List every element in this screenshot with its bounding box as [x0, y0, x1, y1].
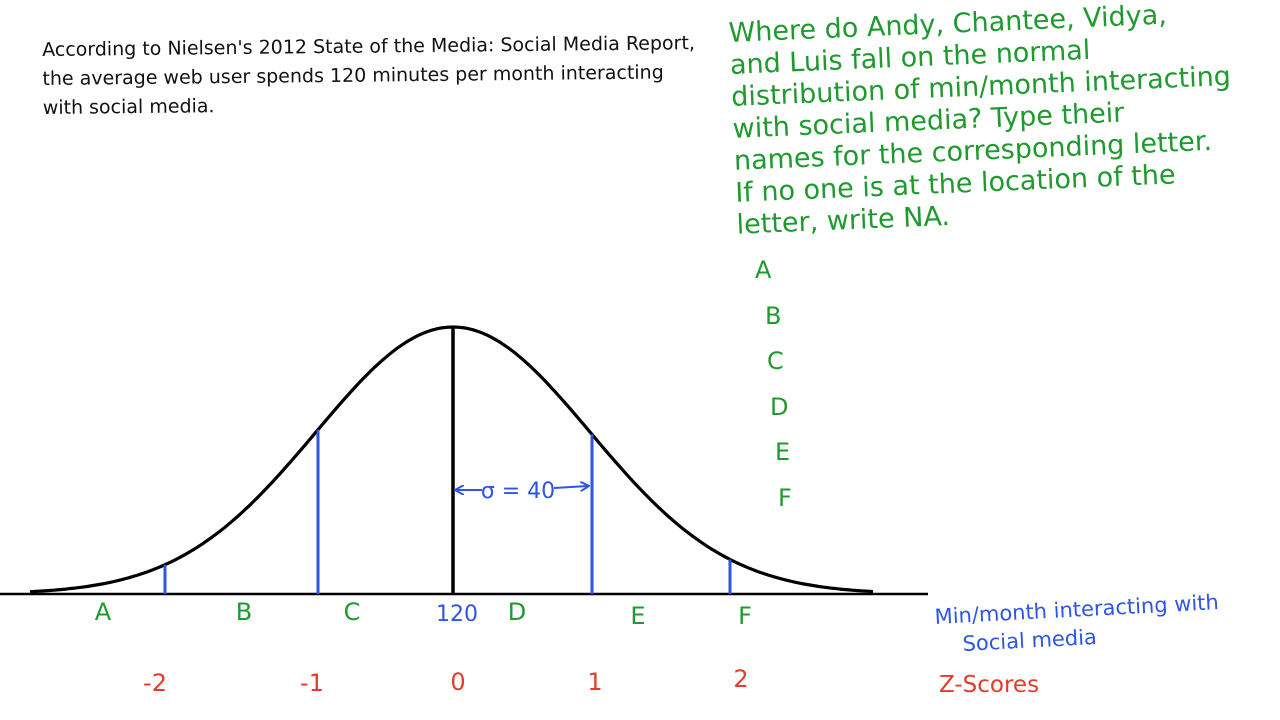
zscores-title: Z-Scores: [939, 672, 1039, 698]
zscore-minus-2: -2: [143, 669, 167, 697]
zscore-1: 1: [587, 668, 602, 696]
answer-letter-list: A B C D E F: [755, 256, 815, 529]
region-letter-a: A: [95, 598, 112, 626]
zscore-2: 2: [733, 665, 748, 693]
axis-label-line-1: Min/month interacting with: [934, 590, 1219, 629]
answer-row-b: B: [755, 302, 815, 348]
answer-letter-e: E: [775, 438, 791, 466]
answer-letter-b: B: [765, 301, 782, 330]
mean-label: 120: [436, 602, 478, 627]
answer-letter-c: C: [767, 347, 784, 375]
zscore-0: 0: [450, 668, 465, 696]
region-letter-f: F: [738, 602, 752, 630]
answer-row-d: D: [755, 393, 815, 439]
axis-label-line-2: Social media: [962, 625, 1097, 656]
region-letter-d: D: [508, 598, 526, 626]
region-letter-c: C: [344, 598, 361, 626]
region-letter-e: E: [630, 602, 645, 630]
answer-row-e: E: [755, 438, 815, 484]
answer-row-a: A: [755, 256, 815, 302]
sigma-label: σ = 40: [481, 479, 555, 504]
sigma-arrow-right: [553, 486, 588, 488]
answer-row-f: F: [755, 484, 815, 530]
answer-row-c: C: [755, 347, 815, 393]
answer-letter-a: A: [755, 256, 772, 284]
zscore-minus-1: -1: [300, 669, 324, 697]
answer-letter-f: F: [778, 483, 792, 512]
region-letter-b: B: [236, 598, 252, 626]
answer-letter-d: D: [770, 392, 789, 421]
